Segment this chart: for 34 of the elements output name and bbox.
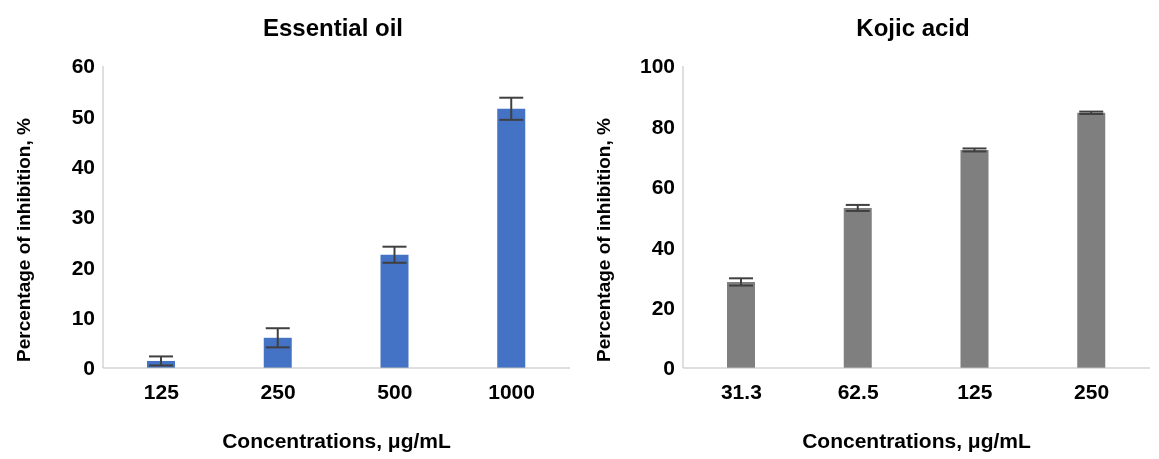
y-tick-label: 50 <box>71 104 95 128</box>
y-tick-label: 40 <box>71 155 95 179</box>
x-axis-title: Concentrations, μg/mL <box>222 429 452 452</box>
y-tick-label: 0 <box>83 356 95 380</box>
bar <box>380 254 409 368</box>
y-tick-label: 40 <box>651 235 675 259</box>
y-tick-label: 20 <box>651 296 675 320</box>
y-tick-label: 10 <box>71 306 95 330</box>
x-tick-label: 1000 <box>488 379 535 403</box>
bar <box>843 207 872 368</box>
y-tick-label: 100 <box>639 54 675 78</box>
chart-title: Essential oil <box>261 13 405 43</box>
x-tick-label: 31.3 <box>720 379 762 403</box>
x-tick-label: 250 <box>1074 379 1110 403</box>
y-tick-label: 60 <box>651 175 675 199</box>
bar <box>727 281 755 368</box>
y-tick-label: 20 <box>71 255 95 279</box>
y-tick-label: 30 <box>71 205 95 229</box>
bar <box>960 149 989 368</box>
y-tick-label: 60 <box>71 54 95 78</box>
x-tick-label: 125 <box>957 379 993 403</box>
y-tick-label: 80 <box>651 114 675 138</box>
x-tick-label: 250 <box>260 379 296 403</box>
chart-title: Kojic acid <box>855 13 971 43</box>
bar <box>497 108 526 368</box>
x-tick-label: 500 <box>377 379 413 403</box>
bar <box>263 337 292 368</box>
x-axis-title: Concentrations, μg/mL <box>802 429 1032 452</box>
y-axis-title: Percentage of inhibition, % <box>592 118 614 362</box>
y-tick-label: 0 <box>663 356 675 380</box>
x-tick-label: 125 <box>143 379 180 403</box>
x-tick-label: 62.5 <box>837 379 879 403</box>
bar <box>1077 112 1106 368</box>
y-axis-title: Percentage of inhibition, % <box>12 118 34 362</box>
